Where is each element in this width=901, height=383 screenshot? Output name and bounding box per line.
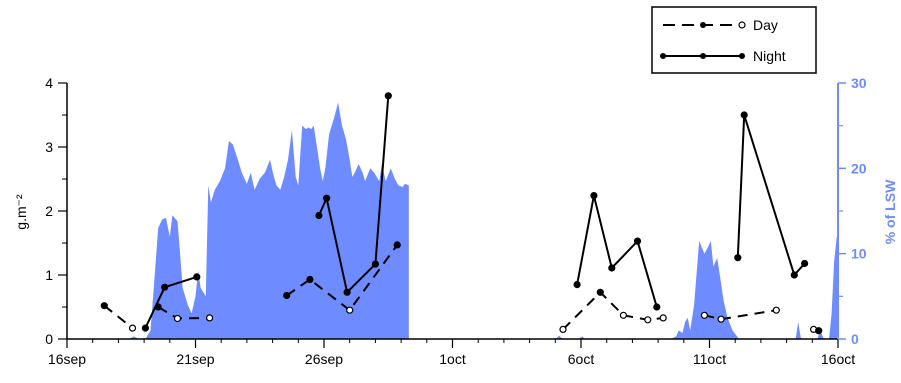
night-point — [573, 281, 581, 289]
y-left-tick-label: 4 — [45, 75, 53, 91]
day-point — [128, 324, 137, 332]
y-left-tick-label: 1 — [45, 267, 53, 283]
night-point — [800, 259, 809, 268]
day-point — [772, 306, 780, 314]
day-point — [700, 311, 709, 319]
day-point — [206, 314, 214, 322]
night-point — [161, 283, 169, 291]
day-point — [393, 241, 401, 249]
day-point — [659, 314, 667, 322]
night-line-segment — [576, 195, 658, 308]
series-lines — [100, 92, 823, 335]
x-tick-label: 1oct — [439, 351, 466, 367]
night-point — [608, 264, 616, 272]
lsw-area-layer — [128, 102, 838, 339]
x-tick-label: 16oct — [821, 351, 855, 367]
night-line-segment — [736, 114, 806, 277]
day-point — [644, 316, 652, 324]
day-point — [596, 288, 604, 296]
legend-night-marker — [739, 53, 745, 59]
x-tick-label: 6oct — [568, 351, 595, 367]
day-point — [173, 314, 182, 323]
x-tick-label: 16sep — [48, 351, 86, 367]
day-point — [100, 302, 108, 310]
y-right-axis-title: % of LSW — [882, 179, 898, 244]
legend-day-marker-open — [738, 21, 746, 29]
legend: Day Night — [651, 6, 817, 74]
day-point — [306, 275, 314, 284]
day-point — [346, 306, 354, 314]
night-point — [790, 271, 798, 279]
y-left-tick-label: 0 — [45, 331, 53, 347]
y-right-tick-label: 10 — [851, 246, 867, 262]
night-point — [141, 324, 149, 332]
x-tick-label: 26sep — [305, 351, 343, 367]
y-right-tick-label: 20 — [851, 160, 867, 176]
day-line-segment — [286, 244, 399, 312]
night-point — [384, 92, 392, 100]
y-right-tick-label: 30 — [851, 75, 867, 91]
x-tick-label: 21sep — [176, 351, 214, 367]
x-tick-label: 11oct — [693, 351, 726, 367]
night-point — [633, 237, 642, 245]
day-point — [559, 325, 567, 333]
day-line-segment — [103, 304, 134, 329]
legend-box — [651, 6, 817, 74]
night-point — [193, 273, 201, 281]
day-point — [619, 311, 628, 319]
legend-day-label: Day — [753, 17, 778, 33]
y-left-axis-title: g.m⁻² — [13, 194, 29, 230]
axes: 16sep 21sep 26sep 1oct 6oct 11oct 16oct 0 1 2 3 4 0 1… — [45, 75, 867, 367]
legend-night-marker — [660, 53, 666, 59]
legend-night-marker — [700, 53, 706, 59]
day-point — [717, 315, 725, 323]
night-point — [653, 303, 661, 311]
y-right-tick-label: 0 — [851, 331, 859, 347]
lsw-area — [128, 102, 838, 339]
day-point — [283, 291, 291, 300]
legend-night-label: Night — [753, 48, 786, 64]
legend-day-marker — [700, 22, 706, 28]
night-point — [315, 211, 323, 220]
y-left-tick-label: 2 — [45, 203, 53, 219]
night-point — [815, 327, 823, 335]
night-point — [343, 288, 351, 296]
night-point — [371, 260, 379, 268]
night-point — [740, 111, 748, 119]
night-point — [590, 192, 598, 200]
night-series — [141, 92, 823, 335]
night-point — [734, 254, 742, 262]
night-point — [323, 194, 331, 202]
day-line-segment — [562, 290, 664, 331]
y-left-tick-label: 3 — [45, 139, 53, 155]
